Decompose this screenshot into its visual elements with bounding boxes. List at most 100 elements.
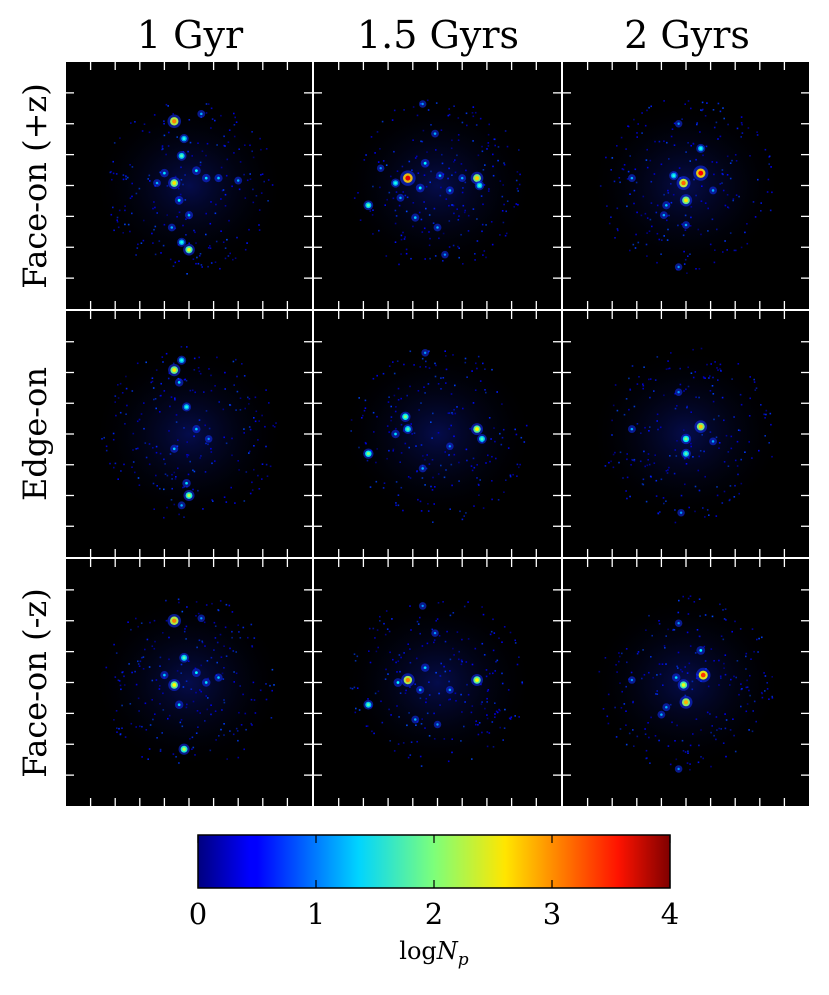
clump bbox=[418, 464, 427, 473]
clump bbox=[201, 678, 211, 687]
colorbar-label-log: log bbox=[399, 937, 437, 965]
clump bbox=[201, 173, 211, 183]
panel-3-1 bbox=[66, 559, 312, 806]
clump bbox=[179, 652, 189, 663]
panel-ticks bbox=[563, 559, 809, 806]
clump bbox=[433, 223, 442, 232]
clump bbox=[183, 243, 195, 256]
colorbar-label-var: N bbox=[436, 937, 459, 965]
panel-3-2 bbox=[314, 559, 561, 806]
clump bbox=[709, 186, 717, 195]
clump bbox=[659, 211, 668, 220]
clump bbox=[411, 213, 420, 222]
clump bbox=[674, 765, 683, 773]
clump bbox=[695, 667, 711, 683]
clump bbox=[153, 179, 161, 187]
clump bbox=[674, 263, 683, 271]
panel-ticks bbox=[314, 62, 561, 309]
clump bbox=[174, 195, 184, 205]
clump bbox=[441, 250, 449, 259]
clump bbox=[676, 176, 691, 190]
clump bbox=[390, 178, 401, 188]
row-label-3: Face-on (-z) bbox=[16, 588, 54, 777]
clump bbox=[174, 378, 184, 387]
clump bbox=[680, 433, 692, 445]
panel-2-1 bbox=[66, 311, 312, 557]
clump bbox=[182, 478, 191, 488]
clump bbox=[363, 448, 374, 459]
clump bbox=[179, 134, 189, 144]
clump bbox=[184, 211, 194, 220]
panel-ticks bbox=[314, 311, 561, 557]
clump bbox=[204, 435, 213, 443]
panel-ticks bbox=[66, 62, 312, 309]
clump bbox=[181, 402, 192, 412]
clump bbox=[420, 663, 430, 672]
row-label-1: Face-on (+z) bbox=[16, 83, 54, 288]
panel-ticks bbox=[66, 559, 312, 806]
clump bbox=[674, 119, 683, 128]
clump bbox=[402, 424, 413, 434]
panel-ticks bbox=[563, 62, 809, 309]
clump bbox=[674, 388, 683, 396]
clump bbox=[420, 158, 430, 168]
diffuse-halo bbox=[95, 598, 283, 767]
clump bbox=[167, 613, 182, 628]
diffuse-halo bbox=[95, 350, 283, 518]
column-title-2: 1.5 Gyrs bbox=[357, 13, 519, 57]
clump bbox=[214, 174, 223, 183]
speckles bbox=[105, 598, 275, 764]
clump bbox=[662, 201, 671, 210]
clump bbox=[681, 448, 691, 459]
clump bbox=[709, 437, 717, 446]
colorbar-label-sub: p bbox=[458, 950, 469, 970]
panel-3-3 bbox=[563, 559, 809, 806]
panel-2-3 bbox=[563, 311, 809, 557]
clump bbox=[662, 703, 671, 712]
clump bbox=[431, 129, 439, 138]
clump bbox=[674, 619, 683, 627]
clump bbox=[174, 700, 184, 709]
clump bbox=[177, 237, 187, 247]
clump bbox=[694, 420, 708, 433]
column-title-3: 2 Gyrs bbox=[624, 13, 750, 57]
clump bbox=[418, 100, 427, 108]
clump bbox=[671, 673, 681, 682]
clump bbox=[400, 411, 411, 422]
clump bbox=[627, 425, 636, 433]
clump bbox=[234, 176, 243, 185]
clump bbox=[160, 671, 169, 680]
clump bbox=[176, 150, 187, 161]
colorbar-tick-label: 0 bbox=[189, 897, 207, 931]
clump bbox=[677, 679, 690, 691]
clump bbox=[168, 176, 181, 190]
colorbar-tick-label: 3 bbox=[543, 897, 561, 931]
diffuse-halo bbox=[343, 350, 532, 518]
clump bbox=[177, 501, 186, 510]
clump bbox=[376, 164, 385, 172]
clump bbox=[168, 363, 181, 377]
clump bbox=[677, 508, 685, 517]
panel-ticks bbox=[66, 311, 312, 557]
clump bbox=[679, 695, 693, 709]
column-title-1: 1 Gyr bbox=[137, 13, 244, 57]
clump bbox=[168, 678, 181, 691]
colorbar-label: logNp bbox=[399, 937, 469, 970]
clump bbox=[393, 678, 403, 687]
speckles bbox=[353, 99, 521, 266]
clump bbox=[160, 168, 169, 178]
panel-1-3 bbox=[563, 62, 809, 309]
clump bbox=[197, 109, 206, 118]
clump bbox=[191, 668, 201, 678]
clump bbox=[177, 355, 187, 365]
panel-ticks bbox=[314, 559, 561, 806]
diffuse-halo bbox=[95, 101, 283, 270]
clump bbox=[363, 200, 374, 211]
clump bbox=[183, 489, 195, 502]
clump bbox=[471, 423, 484, 436]
panel-2-2 bbox=[314, 311, 561, 557]
clump bbox=[167, 114, 182, 129]
colorbar-ticks: 0 1 2 3 4 bbox=[189, 835, 679, 931]
speckles bbox=[350, 350, 528, 523]
